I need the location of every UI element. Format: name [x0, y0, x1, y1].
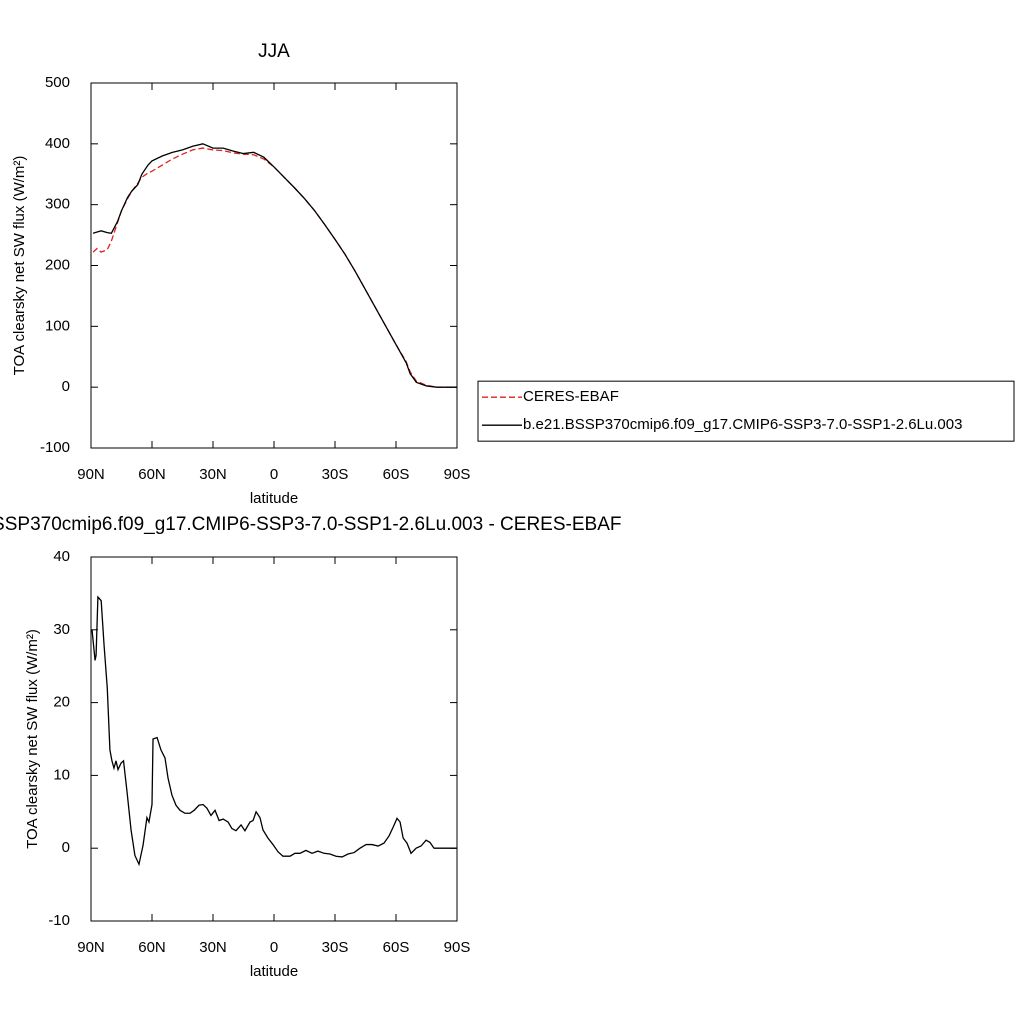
x-tick-label: 90N [77, 466, 105, 483]
x-tick-label: 30S [322, 466, 349, 483]
y-tick-label: 20 [53, 694, 70, 711]
series-line [92, 147, 457, 388]
series-line [92, 143, 457, 388]
y-tick-label: 500 [45, 74, 70, 91]
series-line [91, 595, 457, 867]
x-tick-label: 30N [199, 939, 227, 956]
y-axis-label: TOA clearsky net SW flux (W/m²) [24, 629, 41, 849]
x-tick-label: 60N [138, 939, 166, 956]
x-tick-label: 60N [138, 466, 166, 483]
x-tick-label: 90S [444, 939, 471, 956]
legend-label: CERES-EBAF [523, 388, 619, 405]
x-tick-label: 60S [383, 939, 410, 956]
x-tick-label: 60S [383, 466, 410, 483]
y-tick-label: 30 [53, 621, 70, 638]
y-tick-label: 0 [62, 839, 70, 856]
chart-title: b.e21.BSSP370cmip6.f09_g17.CMIP6-SSP3-7.… [0, 514, 621, 535]
y-tick-label: 100 [45, 317, 70, 334]
x-tick-label: 90N [77, 939, 105, 956]
x-tick-label: 90S [444, 466, 471, 483]
x-tick-label: 0 [270, 939, 278, 956]
plot-frame [90, 82, 458, 449]
y-tick-label: 200 [45, 256, 70, 273]
x-axis-label: latitude [250, 963, 298, 980]
legend-box [477, 380, 1015, 442]
y-tick-label: 10 [53, 766, 70, 783]
y-tick-label: 40 [53, 548, 70, 565]
y-tick-label: 300 [45, 196, 70, 213]
x-tick-label: 30N [199, 466, 227, 483]
chart-title: JJA [258, 41, 290, 62]
y-tick-label: -10 [48, 912, 70, 929]
x-tick-label: 0 [270, 466, 278, 483]
legend-label: b.e21.BSSP370cmip6.f09_g17.CMIP6-SSP3-7.… [523, 416, 962, 433]
y-axis-label: TOA clearsky net SW flux (W/m²) [11, 156, 28, 376]
x-tick-label: 30S [322, 939, 349, 956]
plot-frame [90, 556, 458, 922]
x-axis-label: latitude [250, 490, 298, 507]
y-tick-label: 0 [62, 378, 70, 395]
y-tick-label: 400 [45, 135, 70, 152]
y-tick-label: -100 [40, 439, 70, 456]
